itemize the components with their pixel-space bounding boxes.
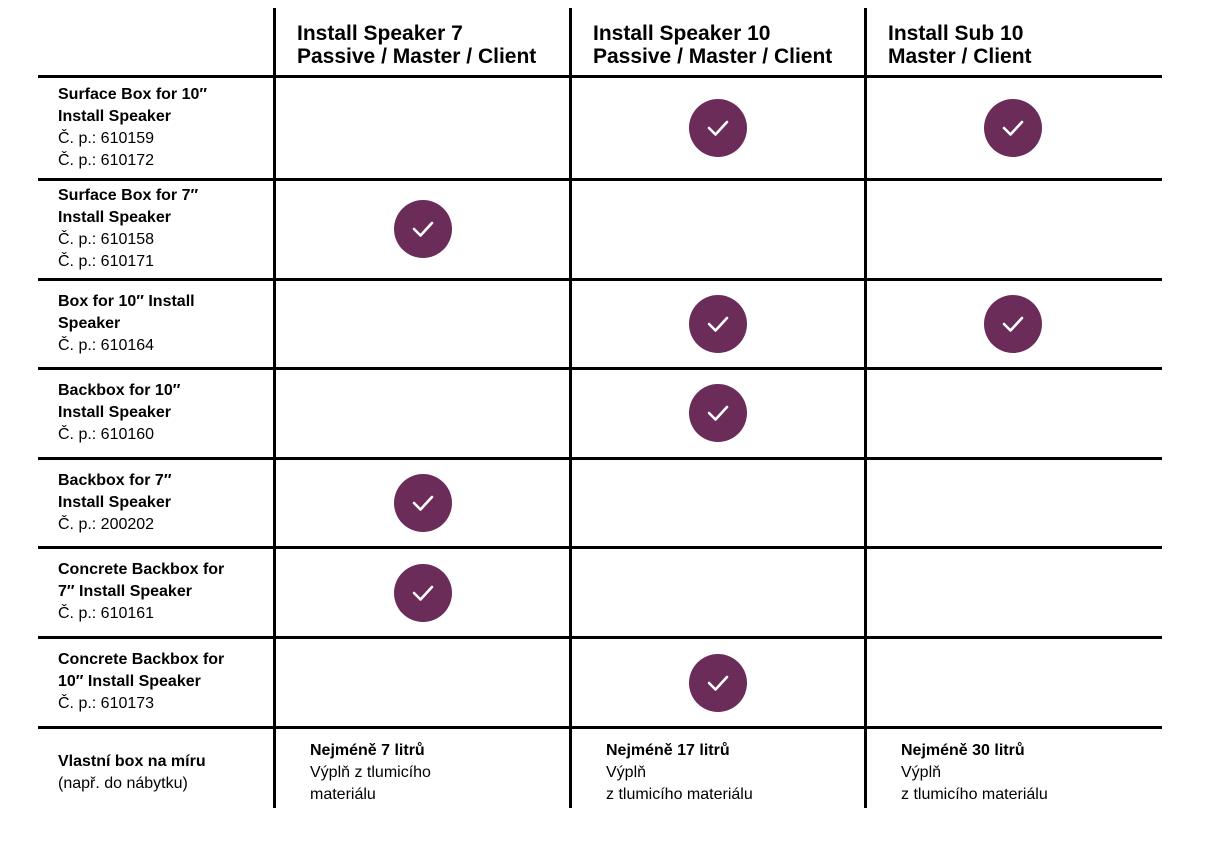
part-number: Č. p.: 200202 — [58, 516, 155, 533]
column-divider — [864, 8, 867, 808]
fill-note: Výplň z tlumicího — [310, 764, 431, 781]
row-label-concrete-backbox-7: Concrete Backbox for 7″ Install Speaker … — [58, 559, 268, 625]
row-label-backbox-10: Backbox for 10″ Install Speaker Č. p.: 6… — [58, 380, 268, 446]
row-divider — [38, 178, 1162, 181]
row-label-concrete-backbox-10: Concrete Backbox for 10″ Install Speaker… — [58, 649, 268, 715]
fill-note: Výplň — [901, 764, 942, 781]
custom-box-sublabel: (např. do nábytku) — [58, 775, 188, 792]
part-number: Č. p.: 610161 — [58, 605, 155, 622]
row-divider — [38, 75, 1162, 78]
row-divider — [38, 726, 1162, 729]
checkmark-icon — [394, 474, 452, 532]
row-divider — [38, 546, 1162, 549]
part-number: Č. p.: 610172 — [58, 152, 155, 169]
column-header-title: Install Sub 10 — [888, 22, 1024, 45]
footer-cell-install-speaker-7: Nejméně 7 litrů Výplň z tlumicího materi… — [310, 740, 431, 806]
column-header-title: Install Speaker 10 — [593, 22, 771, 45]
product-name: Box for 10″ Install — [58, 293, 195, 310]
column-header-variants: Passive / Master / Client — [297, 45, 537, 68]
fill-note: z tlumicího materiálu — [901, 786, 1048, 803]
product-name: Concrete Backbox for — [58, 651, 225, 668]
product-name: Install Speaker — [58, 209, 171, 226]
min-volume: Nejméně 7 litrů — [310, 742, 425, 759]
product-name: Speaker — [58, 315, 121, 332]
checkmark-icon — [689, 384, 747, 442]
product-name: 7″ Install Speaker — [58, 583, 192, 600]
part-number: Č. p.: 610173 — [58, 695, 155, 712]
column-header-install-speaker-7: Install Speaker 7 Passive / Master / Cli… — [297, 22, 536, 68]
row-divider — [38, 636, 1162, 639]
min-volume: Nejméně 30 litrů — [901, 742, 1025, 759]
row-divider — [38, 278, 1162, 281]
product-name: Install Speaker — [58, 494, 171, 511]
row-label-surface-box-10: Surface Box for 10″ Install Speaker Č. p… — [58, 84, 268, 172]
product-name: Backbox for 7″ — [58, 472, 172, 489]
fill-note: z tlumicího materiálu — [606, 786, 753, 803]
part-number: Č. p.: 610158 — [58, 231, 155, 248]
product-name: Concrete Backbox for — [58, 561, 225, 578]
fill-note: materiálu — [310, 786, 376, 803]
checkmark-icon — [984, 295, 1042, 353]
part-number: Č. p.: 610160 — [58, 426, 155, 443]
column-divider — [273, 8, 276, 808]
product-name: Install Speaker — [58, 108, 171, 125]
checkmark-icon — [689, 654, 747, 712]
row-label-box-10: Box for 10″ Install Speaker Č. p.: 61016… — [58, 291, 268, 357]
column-header-variants: Passive / Master / Client — [593, 45, 833, 68]
checkmark-icon — [394, 564, 452, 622]
checkmark-icon — [394, 200, 452, 258]
column-header-install-sub-10: Install Sub 10 Master / Client — [888, 22, 1032, 68]
product-name: Backbox for 10″ — [58, 382, 181, 399]
column-header-title: Install Speaker 7 — [297, 22, 463, 45]
column-header-install-speaker-10: Install Speaker 10 Passive / Master / Cl… — [593, 22, 832, 68]
product-name: Surface Box for 10″ — [58, 86, 208, 103]
min-volume: Nejméně 17 litrů — [606, 742, 730, 759]
product-name: 10″ Install Speaker — [58, 673, 201, 690]
row-label-backbox-7: Backbox for 7″ Install Speaker Č. p.: 20… — [58, 470, 268, 536]
part-number: Č. p.: 610171 — [58, 253, 155, 270]
row-label-surface-box-7: Surface Box for 7″ Install Speaker Č. p.… — [58, 185, 268, 273]
checkmark-icon — [689, 295, 747, 353]
fill-note: Výplň — [606, 764, 647, 781]
checkmark-icon — [984, 99, 1042, 157]
product-name: Install Speaker — [58, 404, 171, 421]
row-divider — [38, 457, 1162, 460]
row-divider — [38, 367, 1162, 370]
footer-cell-install-speaker-10: Nejméně 17 litrů Výplň z tlumicího mater… — [606, 740, 753, 806]
checkmark-icon — [689, 99, 747, 157]
column-divider — [569, 8, 572, 808]
footer-label: Vlastní box na míru (např. do nábytku) — [58, 751, 206, 795]
footer-cell-install-sub-10: Nejméně 30 litrů Výplň z tlumicího mater… — [901, 740, 1048, 806]
custom-box-label: Vlastní box na míru — [58, 753, 206, 770]
part-number: Č. p.: 610159 — [58, 130, 155, 147]
column-header-variants: Master / Client — [888, 45, 1032, 68]
product-name: Surface Box for 7″ — [58, 187, 199, 204]
compatibility-table: Install Speaker 7 Passive / Master / Cli… — [38, 8, 1162, 808]
part-number: Č. p.: 610164 — [58, 337, 155, 354]
